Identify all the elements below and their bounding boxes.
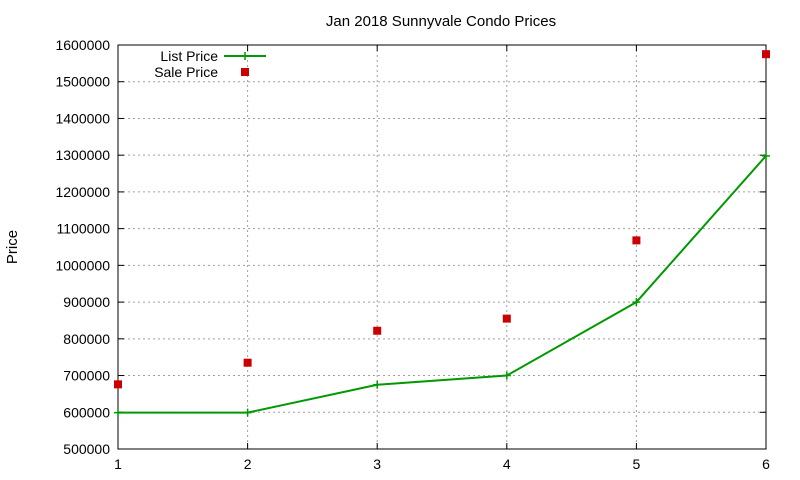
list-price-point xyxy=(243,408,252,417)
y-tick-label: 1100000 xyxy=(57,221,111,237)
list-price-point xyxy=(373,380,382,389)
list-price-point xyxy=(114,408,122,417)
axis-ticks: 500000 600000 700000 800000 900000 1000000 110… xyxy=(55,37,770,472)
legend-plus-marker xyxy=(241,52,249,60)
grid-lines xyxy=(118,45,766,449)
y-axis-label: Price xyxy=(4,230,21,264)
sale-price-point xyxy=(114,380,122,389)
y-tick-label: 1400000 xyxy=(55,110,110,126)
x-tick-label: 3 xyxy=(373,456,381,472)
x-tick-label: 6 xyxy=(762,456,770,472)
sale-price-point xyxy=(243,358,252,367)
y-tick-label: 1200000 xyxy=(55,184,110,200)
plot-border xyxy=(117,44,767,450)
list-price-point xyxy=(762,151,770,160)
sale-price-point xyxy=(632,236,641,245)
y-tick-label: 600000 xyxy=(63,404,110,420)
sale-price-point xyxy=(502,314,511,323)
y-tick-label: 800000 xyxy=(63,331,110,347)
y-tick-label: 900000 xyxy=(63,294,110,310)
legend-label: Sale Price xyxy=(154,64,218,80)
series-group xyxy=(114,50,770,417)
x-tick-label: 1 xyxy=(114,456,122,472)
legend-square-marker xyxy=(241,68,249,76)
list-price-point xyxy=(632,298,641,307)
x-tick-label: 4 xyxy=(503,456,511,472)
y-tick-label: 500000 xyxy=(63,441,110,457)
sale-price-point xyxy=(373,326,382,335)
chart-title: Jan 2018 Sunnyvale Condo Prices xyxy=(326,13,556,30)
sale-price-point xyxy=(762,50,770,59)
list-price-line xyxy=(118,155,767,414)
x-tick-label: 5 xyxy=(633,456,641,472)
x-tick-label: 2 xyxy=(244,456,252,472)
y-tick-label: 700000 xyxy=(63,368,110,384)
legend-label: List Price xyxy=(160,48,218,64)
y-tick-label: 1300000 xyxy=(55,147,110,163)
y-tick-label: 1000000 xyxy=(55,257,110,273)
y-tick-label: 1500000 xyxy=(55,74,110,90)
y-tick-label: 1600000 xyxy=(55,37,110,53)
list-price-point xyxy=(502,371,511,380)
